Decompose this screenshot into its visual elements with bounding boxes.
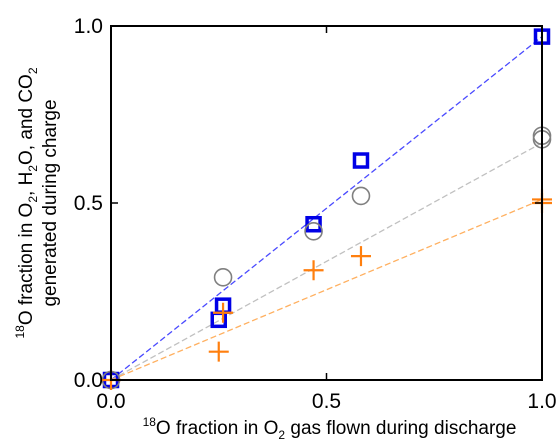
x-tick-label: 1.0 <box>527 390 556 413</box>
circle-point <box>213 268 233 287</box>
plus-point <box>303 260 324 281</box>
plot-frame <box>110 25 543 381</box>
fit-lines <box>110 36 543 381</box>
y-axis-title-line1: 18O fraction in O2, H2O, and CO2 <box>13 67 40 338</box>
circle-point <box>351 186 371 206</box>
fit-line-circle <box>110 142 543 381</box>
x-tick-label: 0.0 <box>96 390 125 413</box>
plus-point <box>208 341 229 362</box>
tick-labels: 0.0 0.5 1.0 0.0 0.5 1.0 <box>74 15 557 413</box>
x-axis-title: 18O fraction in O2 gas flown during disc… <box>143 415 517 442</box>
axis-ticks <box>110 25 543 381</box>
y-tick-label: 0.0 <box>74 369 103 392</box>
y-axis-title-line2: generated during charge <box>40 99 61 306</box>
circle-point <box>304 222 323 241</box>
data-points <box>101 28 552 390</box>
square-point <box>305 215 322 233</box>
fit-line-plus <box>110 198 543 381</box>
y-tick-label: 1.0 <box>74 15 103 38</box>
plus-point <box>350 246 371 267</box>
y-tick-label: 0.5 <box>74 192 103 215</box>
fit-line-square <box>110 36 543 381</box>
x-tick-label: 0.5 <box>312 390 341 413</box>
square-point <box>352 152 370 169</box>
plus-point <box>213 302 234 323</box>
